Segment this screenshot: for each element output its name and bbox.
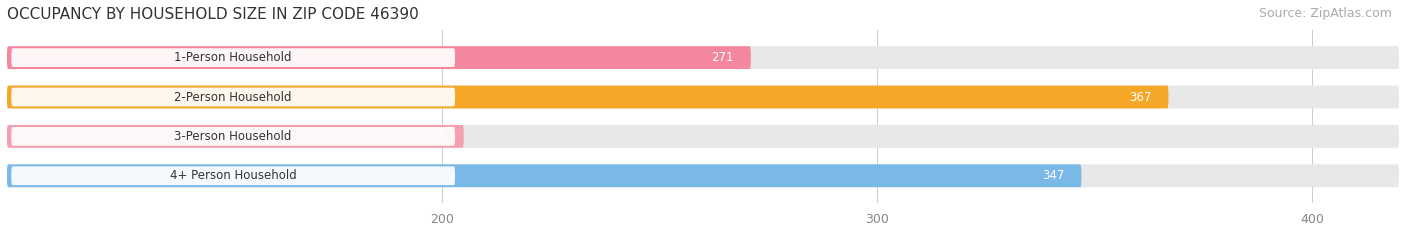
Text: 1-Person Household: 1-Person Household bbox=[174, 51, 292, 64]
FancyBboxPatch shape bbox=[11, 127, 456, 146]
Text: 205: 205 bbox=[425, 130, 446, 143]
Text: 2-Person Household: 2-Person Household bbox=[174, 90, 292, 103]
FancyBboxPatch shape bbox=[11, 166, 456, 185]
FancyBboxPatch shape bbox=[7, 46, 1399, 69]
FancyBboxPatch shape bbox=[7, 125, 1399, 148]
FancyBboxPatch shape bbox=[7, 125, 464, 148]
Text: 3-Person Household: 3-Person Household bbox=[174, 130, 292, 143]
FancyBboxPatch shape bbox=[11, 48, 456, 67]
FancyBboxPatch shape bbox=[11, 88, 456, 106]
FancyBboxPatch shape bbox=[7, 86, 1399, 108]
Text: OCCUPANCY BY HOUSEHOLD SIZE IN ZIP CODE 46390: OCCUPANCY BY HOUSEHOLD SIZE IN ZIP CODE … bbox=[7, 7, 419, 22]
FancyBboxPatch shape bbox=[7, 164, 1399, 187]
Text: 4+ Person Household: 4+ Person Household bbox=[170, 169, 297, 182]
FancyBboxPatch shape bbox=[7, 86, 1168, 108]
Text: 367: 367 bbox=[1129, 90, 1152, 103]
Text: 347: 347 bbox=[1042, 169, 1064, 182]
Text: 271: 271 bbox=[711, 51, 734, 64]
Text: Source: ZipAtlas.com: Source: ZipAtlas.com bbox=[1258, 7, 1392, 20]
FancyBboxPatch shape bbox=[7, 164, 1081, 187]
FancyBboxPatch shape bbox=[7, 46, 751, 69]
